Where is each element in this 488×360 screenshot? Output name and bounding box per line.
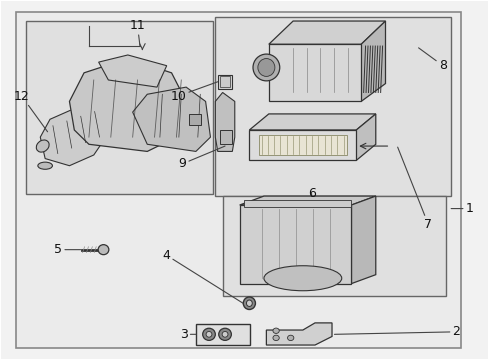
- Polygon shape: [249, 114, 375, 130]
- Polygon shape: [266, 323, 331, 345]
- Ellipse shape: [246, 300, 252, 306]
- Text: 3: 3: [180, 328, 196, 341]
- Text: 11: 11: [129, 19, 145, 46]
- Ellipse shape: [287, 335, 293, 341]
- Text: 12: 12: [14, 90, 47, 132]
- Text: 8: 8: [418, 48, 446, 72]
- Text: 9: 9: [178, 146, 224, 170]
- Polygon shape: [69, 59, 186, 152]
- Polygon shape: [99, 55, 166, 87]
- Bar: [217, 75, 232, 89]
- Text: 1: 1: [450, 202, 473, 215]
- Polygon shape: [268, 44, 361, 102]
- Text: 5: 5: [54, 243, 81, 256]
- Text: 4: 4: [162, 248, 243, 303]
- Ellipse shape: [272, 328, 279, 333]
- Polygon shape: [259, 135, 346, 155]
- Polygon shape: [351, 196, 375, 284]
- Bar: [220, 76, 229, 87]
- Text: 10: 10: [170, 82, 217, 103]
- Ellipse shape: [243, 297, 255, 310]
- Ellipse shape: [218, 328, 231, 341]
- Ellipse shape: [98, 245, 109, 255]
- Ellipse shape: [252, 54, 279, 81]
- Polygon shape: [239, 196, 375, 205]
- Ellipse shape: [38, 162, 52, 169]
- Polygon shape: [356, 114, 375, 160]
- Bar: [220, 130, 232, 144]
- Text: 7: 7: [397, 147, 431, 231]
- Ellipse shape: [257, 59, 274, 76]
- Polygon shape: [132, 87, 210, 152]
- Ellipse shape: [264, 266, 341, 291]
- Bar: [215, 18, 450, 196]
- Polygon shape: [40, 109, 108, 166]
- Polygon shape: [361, 21, 385, 102]
- Bar: [188, 114, 201, 125]
- Ellipse shape: [272, 335, 279, 341]
- Bar: [26, 21, 212, 194]
- Ellipse shape: [202, 328, 215, 341]
- Polygon shape: [268, 21, 385, 44]
- Bar: [222, 196, 446, 296]
- Ellipse shape: [205, 332, 211, 337]
- Ellipse shape: [36, 140, 49, 152]
- Bar: [244, 200, 351, 207]
- Text: 6: 6: [307, 187, 315, 200]
- Polygon shape: [215, 93, 234, 152]
- Polygon shape: [239, 205, 351, 284]
- Text: 2: 2: [334, 325, 460, 338]
- Polygon shape: [249, 130, 356, 160]
- Bar: [196, 324, 250, 345]
- Ellipse shape: [222, 332, 227, 337]
